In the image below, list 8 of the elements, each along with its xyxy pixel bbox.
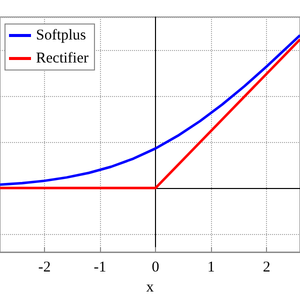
x-tick-label: -1 [94,260,106,276]
x-tick-label: -2 [38,260,51,276]
x-tick-label: 2 [262,260,270,276]
x-tick-label: 0 [152,260,160,276]
legend-label: Softplus [36,28,86,44]
legend-label: Rectifier [36,50,88,66]
x-tick-label: 1 [207,260,215,276]
x-axis-title: x [146,280,154,296]
